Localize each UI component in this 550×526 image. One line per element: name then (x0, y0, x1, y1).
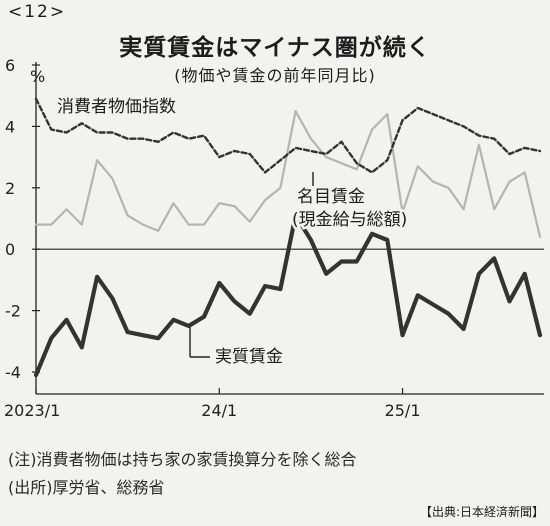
source-note: (出所)厚労省、総務省 (8, 478, 165, 497)
chart-subtitle: (物価や賃金の前年同月比) (174, 66, 376, 85)
series-layer (33, 97, 543, 378)
x-tick-label: 2023/1 (4, 401, 60, 420)
series-line-0 (34, 97, 542, 174)
y-tick-label: 6 (5, 56, 15, 75)
page-number: <12> (8, 2, 67, 22)
y-tick-label: -2 (5, 302, 21, 321)
footnote: (注)消費者物価は持ち家の家賃換算分を除く総合 (8, 450, 357, 469)
legend-label-real-halo: 実質賃金 (215, 347, 283, 367)
y-tick-label: -4 (5, 363, 21, 382)
axes: -4 -2 0 2 4 6% 2023/1 24/1 25/1 (4, 56, 544, 420)
legend-label-cpi: 消費者物価指数 (57, 97, 176, 117)
series-line-2 (33, 213, 543, 378)
legend-label-cpi-halo: 消費者物価指数 (57, 97, 176, 117)
labels-layer: 消費者物価指数消費者物価指数名目賃金名目賃金(現金給与総額)(現金給与総額)実質… (55, 95, 410, 370)
y-tick-label: 2 (5, 179, 15, 198)
legend-label-nominal-2-halo: (現金給与総額) (292, 210, 407, 230)
credit: 【出典:日本経済新聞】 (419, 505, 544, 519)
legend-label-nominal-1-halo: 名目賃金 (297, 187, 365, 207)
y-tick-label: 4 (5, 117, 15, 136)
series-line-1 (34, 110, 542, 238)
chart-title: 実質賃金はマイナス圏が続く (119, 35, 431, 61)
x-tick-label: 25/1 (385, 401, 421, 420)
legend-label-nominal-1: 名目賃金 (297, 187, 365, 207)
legend-label-nominal-2: (現金給与総額) (292, 210, 407, 230)
y-tick-label: 0 (5, 240, 15, 259)
y-unit-label: % (30, 67, 45, 86)
legend-label-real: 実質賃金 (215, 347, 283, 367)
x-tick-label: 24/1 (201, 401, 237, 420)
